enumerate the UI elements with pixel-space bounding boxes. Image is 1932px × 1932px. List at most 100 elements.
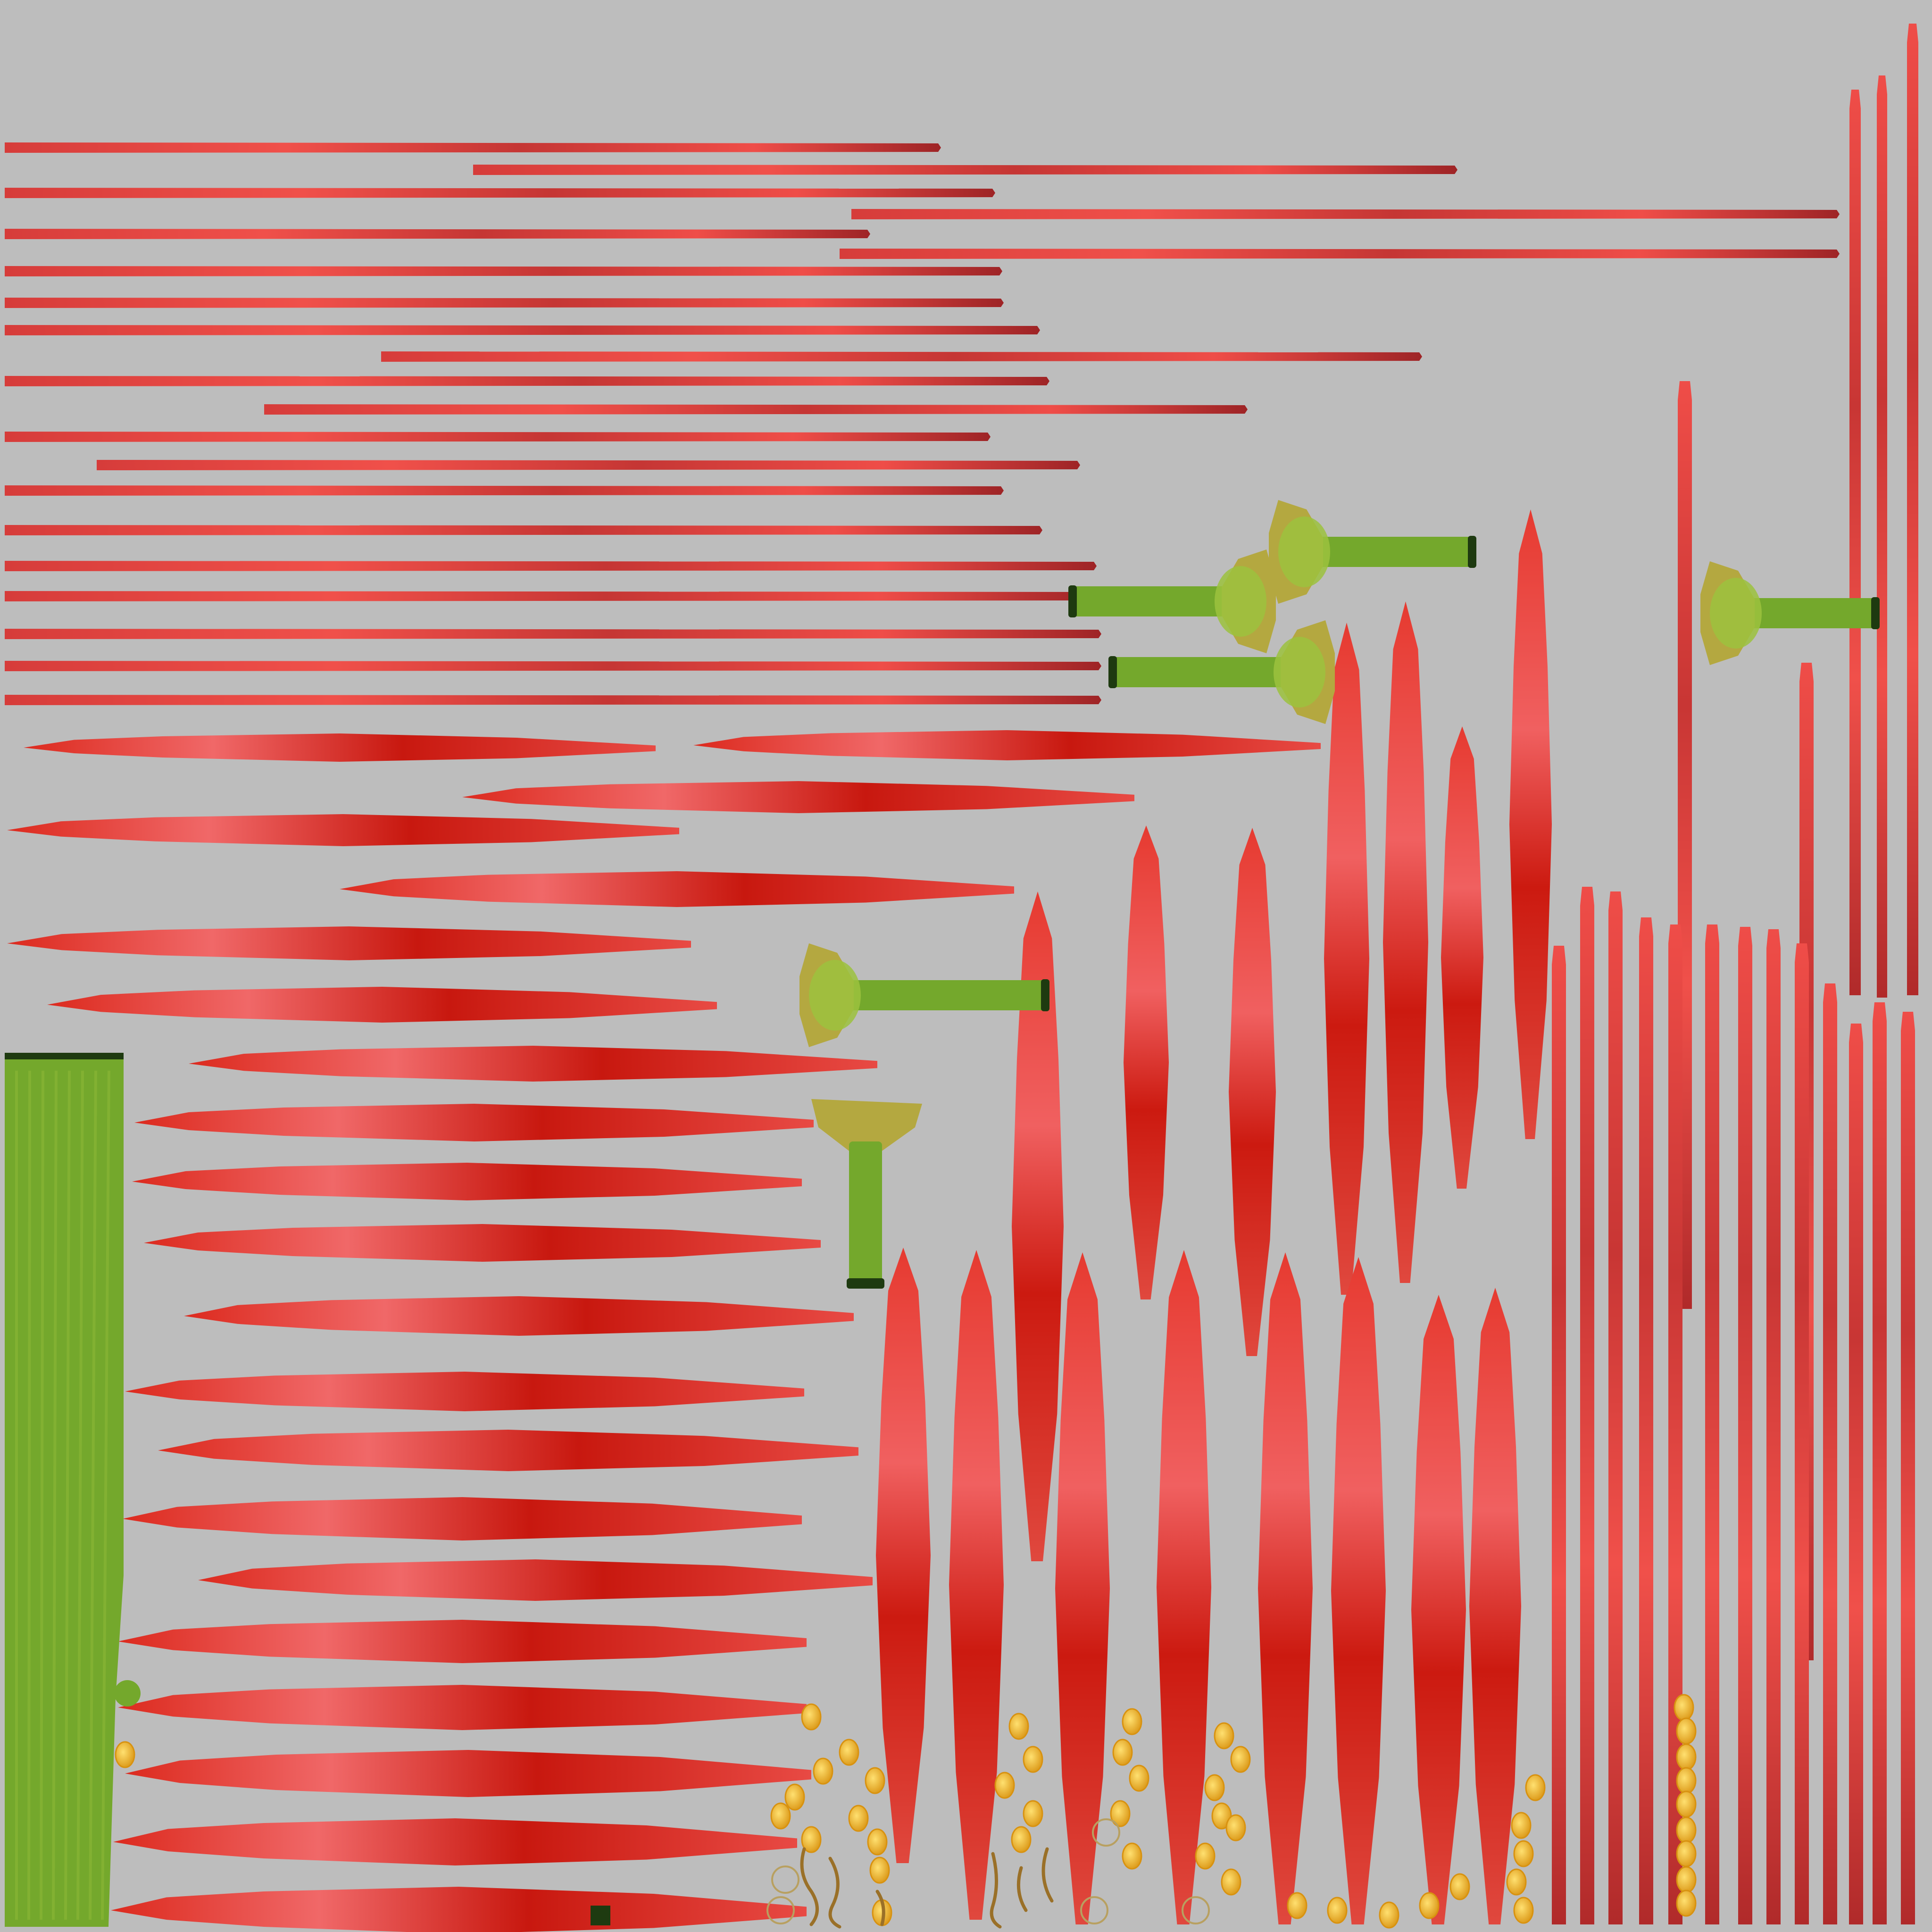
filament-curl (828, 1857, 841, 1929)
stem-end-cap (1108, 656, 1117, 688)
stamen-stems (799, 500, 1880, 1289)
pollen-grain (1511, 1812, 1532, 1839)
petal-shape (118, 1620, 807, 1663)
panel-fibre (89, 1070, 97, 1920)
pollen-grain (1011, 1826, 1032, 1853)
ribbon-strip (1907, 24, 1918, 995)
petal-shape (876, 1248, 931, 1863)
panel-fibre (101, 1070, 110, 1920)
pollen-grain (869, 1857, 890, 1884)
ribbon-strip (5, 591, 1097, 601)
pollen-grain (1327, 1897, 1348, 1924)
petal-shape (1229, 828, 1276, 1356)
panel-fibre (40, 1070, 44, 1920)
pollen-grain (1513, 1897, 1534, 1924)
petal-shape (47, 987, 717, 1023)
ribbon-strip (851, 209, 1840, 219)
panel-top-edge (5, 1053, 124, 1059)
ribbon-strip (97, 460, 1080, 470)
petal-shape (1509, 509, 1552, 1139)
ribbon-strip (5, 266, 1002, 276)
calyx-highlight (1215, 566, 1266, 637)
filament-curl (800, 1847, 819, 1926)
ribbon-strip (1705, 924, 1719, 1924)
petal-shape (198, 1559, 873, 1601)
calyx-highlight (1278, 516, 1330, 587)
pollen-grain (1195, 1842, 1216, 1870)
petal-shape (1124, 825, 1169, 1299)
pollen-grain (1379, 1901, 1399, 1929)
petal-shape (113, 1818, 797, 1865)
ribbon-strip (1766, 929, 1781, 1924)
petal-shape (123, 1497, 802, 1541)
petal-shape (134, 1104, 814, 1141)
ribbon-strip (473, 165, 1457, 175)
pollen-outline (771, 1865, 799, 1894)
pollen-grain (994, 1772, 1015, 1799)
pollen-grain (1008, 1713, 1029, 1740)
pollen-outline (766, 1896, 795, 1924)
stem-shaft (849, 1141, 882, 1283)
petal-shape (462, 781, 1134, 813)
ribbon-strip (1901, 1012, 1915, 1924)
pollen-grain (1676, 1840, 1697, 1867)
ribbon-strip (5, 525, 1042, 535)
pollen-grain (1287, 1892, 1307, 1919)
petal-shape (7, 926, 691, 960)
panel-fibre (52, 1070, 58, 1920)
petal-shape (144, 1224, 821, 1262)
pollen-grain (1676, 1866, 1697, 1893)
petal-shape (1411, 1295, 1466, 1924)
green-stem-panel (5, 1053, 610, 1927)
petal-shape (949, 1250, 1004, 1920)
pollen-grain (1023, 1746, 1043, 1773)
filament-curl (1041, 1847, 1054, 1903)
stem-shaft (1108, 657, 1288, 687)
pollen-grain (1122, 1842, 1142, 1870)
pollen-grain (1506, 1868, 1527, 1896)
pollen-grain (839, 1739, 859, 1766)
petal-shape (1441, 726, 1483, 1189)
stem-shaft (1068, 586, 1229, 616)
ribbon-strip (381, 351, 1422, 362)
pollen-grain (848, 1805, 869, 1832)
calyx-highlight (1710, 578, 1762, 649)
green-node (114, 1680, 141, 1707)
petal-shape (1383, 601, 1428, 1283)
pollen-grain (1525, 1774, 1546, 1801)
pollen-grain (1449, 1873, 1470, 1900)
ribbon-strip (1849, 1024, 1863, 1924)
stamen-stem (1269, 500, 1476, 604)
ribbon-strip (5, 325, 1040, 335)
ribbon-strip (5, 695, 1101, 705)
stamen-stem (1700, 561, 1880, 665)
ribbon-strip (1849, 90, 1861, 995)
pollen-grain (1419, 1892, 1440, 1919)
ribbon-strip (5, 376, 1049, 386)
pollen-grain (1676, 1767, 1697, 1794)
panel-fibre (27, 1070, 31, 1920)
petal-shape (1055, 1252, 1110, 1924)
petal-shape (693, 730, 1321, 760)
ribbon-strip (1639, 917, 1653, 1924)
horizontal-petal-shapes (7, 730, 1321, 1932)
petal-shape (184, 1296, 854, 1336)
pollen-grain (1023, 1800, 1043, 1827)
pollen-outline (1182, 1896, 1210, 1924)
dark-square-marker (591, 1906, 610, 1925)
petal-shape (1157, 1250, 1211, 1924)
panel-fibre (64, 1070, 71, 1920)
stem-end-cap (1041, 979, 1049, 1011)
ribbon-strip (5, 661, 1101, 671)
pollen-grain (1676, 1816, 1697, 1844)
ribbon-strip (5, 485, 1004, 496)
ribbon-strip (5, 432, 991, 442)
ribbon-strip (1668, 924, 1682, 1924)
petal-shape (132, 1163, 802, 1200)
stem-end-cap (1068, 585, 1077, 617)
pollen-grain (1230, 1746, 1251, 1773)
pollen-grain (801, 1703, 822, 1731)
panel-fibre (76, 1070, 84, 1920)
calyx-highlight (809, 960, 861, 1031)
